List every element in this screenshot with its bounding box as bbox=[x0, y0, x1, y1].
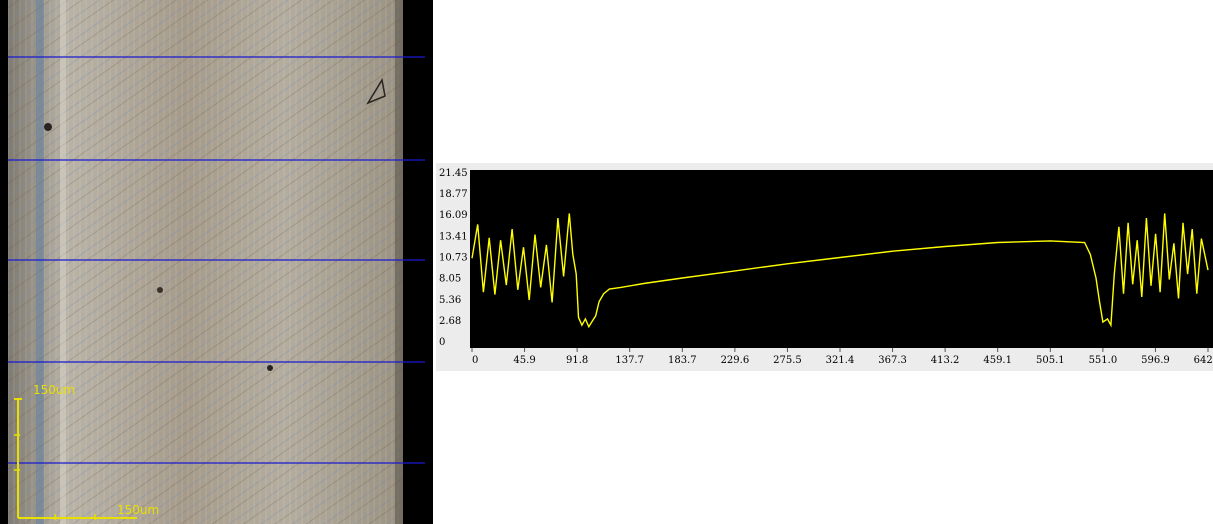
y-tick-label: 10.73 bbox=[439, 252, 468, 263]
scale-bar bbox=[14, 398, 137, 520]
x-tick-label: 0 bbox=[472, 355, 478, 366]
plot-area bbox=[470, 170, 1213, 348]
scale-bar-vertical-label: 150um bbox=[33, 383, 76, 397]
profile-series-line bbox=[471, 213, 1209, 329]
x-tick-label: 596.9 bbox=[1141, 355, 1170, 366]
micrograph-image: 150um 150um bbox=[0, 0, 433, 524]
y-tick-label: 21.45 bbox=[439, 168, 468, 179]
x-tick-label: 229.6 bbox=[721, 355, 750, 366]
x-tick-label: 367.3 bbox=[878, 355, 907, 366]
defect-mark bbox=[44, 123, 52, 131]
defect-mark bbox=[366, 77, 386, 105]
x-tick-label: 413.2 bbox=[931, 355, 960, 366]
x-axis: 0 45.9 91.8 137.7 183.7 229.6 275.5 321.4 367.3 4… bbox=[471, 348, 1213, 366]
profile-chart-svg: 0 2.68 5.36 8.05 10.73 13.41 16.09 18.77 21.45 0… bbox=[439, 168, 1213, 366]
defect-mark bbox=[157, 287, 163, 293]
x-tick-label: 275.5 bbox=[773, 355, 802, 366]
x-tick-label: 321.4 bbox=[826, 355, 855, 366]
y-tick-label: 2.68 bbox=[439, 316, 461, 327]
x-tick-label: 45.9 bbox=[513, 355, 535, 366]
y-tick-label: 13.41 bbox=[439, 231, 468, 242]
x-tick-label: 505.1 bbox=[1036, 355, 1065, 366]
x-tick-label: 551.0 bbox=[1089, 355, 1118, 366]
y-tick-label: 5.36 bbox=[439, 295, 461, 306]
micrograph-svg bbox=[0, 0, 433, 524]
y-axis: 0 2.68 5.36 8.05 10.73 13.41 16.09 18.77 21.45 bbox=[439, 168, 468, 348]
x-tick-label: 642.8 bbox=[1194, 355, 1213, 366]
y-tick-label: 18.77 bbox=[439, 189, 468, 200]
defect-mark bbox=[267, 365, 273, 371]
y-tick-label: 0 bbox=[439, 337, 445, 348]
x-tick-label: 137.7 bbox=[615, 355, 644, 366]
x-tick-label: 183.7 bbox=[668, 355, 697, 366]
y-tick-label: 8.05 bbox=[439, 274, 461, 285]
micrograph-grid-lines bbox=[8, 56, 425, 464]
profile-chart: 0 2.68 5.36 8.05 10.73 13.41 16.09 18.77 21.45 0… bbox=[436, 163, 1213, 371]
y-tick-label: 16.09 bbox=[439, 210, 468, 221]
x-tick-label: 459.1 bbox=[983, 355, 1012, 366]
x-tick-label: 91.8 bbox=[566, 355, 588, 366]
scale-bar-horizontal-label: 150um bbox=[117, 503, 160, 517]
